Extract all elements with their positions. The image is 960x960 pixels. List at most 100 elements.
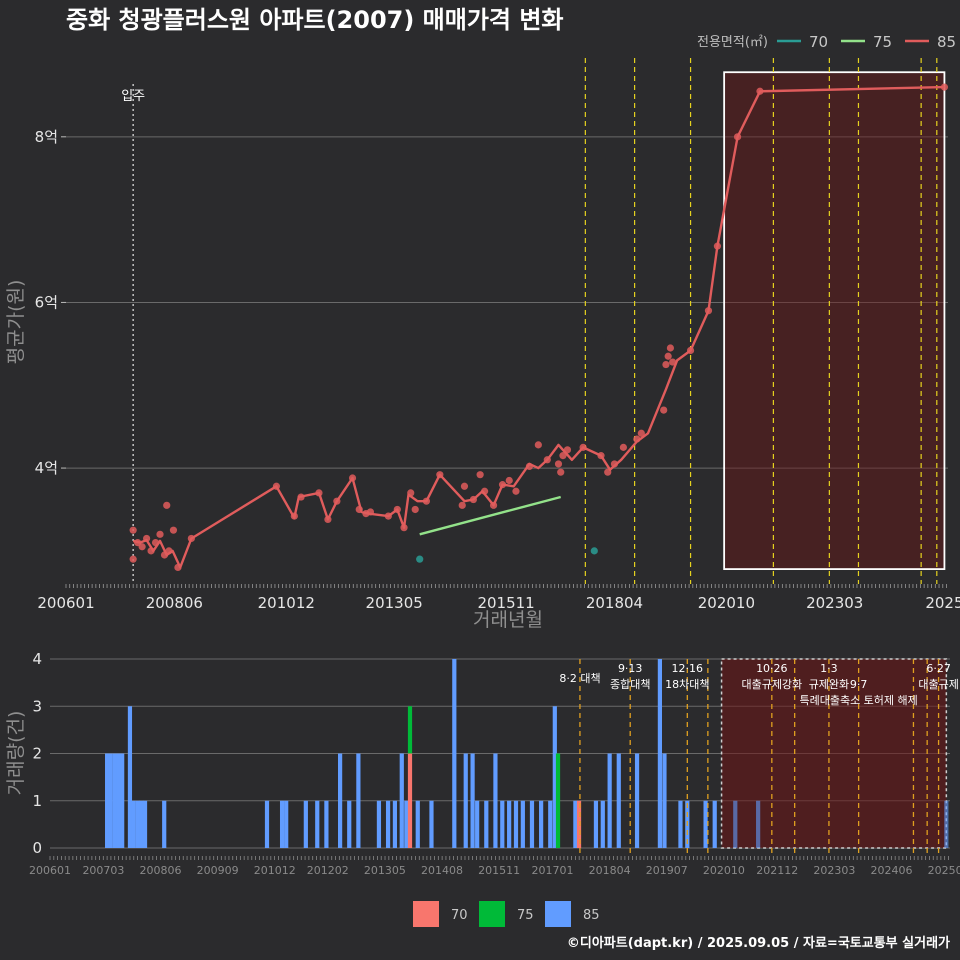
legend-label-85: 85	[937, 33, 956, 51]
series-point-85	[151, 538, 160, 547]
series-point-85	[324, 515, 332, 524]
series-point-85	[460, 482, 469, 490]
volume-bar-85	[415, 800, 420, 848]
price-x-tick-label: 200806	[146, 594, 203, 612]
series-point-85	[660, 406, 668, 414]
volume-bar-85	[392, 800, 398, 848]
volume-bar-85	[475, 800, 480, 848]
series-line-75	[419, 495, 562, 536]
volume-bar-85	[470, 753, 475, 848]
series-point-70	[416, 555, 424, 563]
volume-bar-85	[500, 800, 505, 848]
legend-top: 70 75 85	[777, 33, 956, 51]
series-point-85	[476, 471, 484, 479]
series-point-85	[619, 443, 628, 451]
series-point-85	[481, 487, 489, 495]
series-point-85	[633, 435, 641, 443]
volume-bar-85	[712, 800, 717, 848]
policy-annotation: 6·27	[926, 662, 951, 675]
volume-bar-85	[756, 800, 761, 848]
series-point-85	[422, 497, 431, 505]
series-point-85	[733, 133, 742, 141]
series-point-85	[579, 443, 587, 451]
series-point-85	[142, 534, 151, 543]
volume-bar-70	[576, 800, 582, 848]
series-point-85	[534, 441, 542, 449]
volume-bar-85	[593, 800, 599, 848]
volume-x-tick-label: 201701	[532, 864, 574, 877]
volume-bar-85	[493, 753, 498, 848]
price-chart: 4억 6억 8억 입주 200601 200806 201012 201305 201511 20…	[35, 58, 960, 612]
legend-bottom: 70 75 85	[413, 901, 600, 927]
volume-bar-85	[657, 659, 662, 848]
legend-bottom-label-85: 85	[583, 908, 600, 923]
series-point-85	[407, 489, 415, 497]
series-point-85	[604, 468, 612, 476]
series-point-85	[348, 474, 357, 482]
volume-x-tick-label: 202112	[756, 864, 798, 877]
series-point-85	[664, 352, 672, 360]
volume-x-tick-label: 202406	[871, 864, 913, 877]
series-point-85	[597, 452, 605, 460]
volume-bar-85	[127, 706, 133, 848]
volume-bar-85	[429, 800, 434, 848]
volume-bar-85	[507, 800, 512, 848]
series-point-85	[559, 452, 567, 460]
series-point-85	[333, 497, 341, 505]
series-point-85	[290, 512, 298, 520]
volume-x-tick-label: 201305	[364, 864, 406, 877]
volume-bar-85	[484, 800, 489, 848]
series-point-85	[436, 471, 444, 479]
series-point-85	[163, 501, 171, 509]
series-point-85	[704, 307, 713, 315]
volume-bar-85	[404, 800, 409, 848]
volume-bar-85	[120, 753, 125, 848]
price-x-tick-label: 2025	[925, 594, 960, 612]
volume-bar-85	[105, 753, 110, 848]
series-point-85	[355, 505, 363, 514]
series-point-85	[525, 462, 533, 471]
volume-y-tick-label: 1	[32, 792, 42, 810]
price-y-axis-title: 평균가(원)	[5, 280, 27, 365]
series-point-85	[393, 505, 401, 514]
volume-bar-70	[407, 753, 413, 848]
volume-bar-85	[338, 753, 343, 848]
volume-y-tick-label: 3	[32, 697, 42, 715]
price-highlight-box	[723, 71, 946, 570]
volume-bar-85	[539, 800, 544, 848]
series-point-85	[669, 358, 677, 366]
volume-x-tick-label: 201804	[589, 864, 631, 877]
series-point-85	[610, 460, 619, 468]
volume-bar-85	[135, 800, 140, 848]
policy-annotation: 대출규제강화	[741, 678, 802, 691]
series-line-85	[132, 85, 945, 569]
policy-annotation: 종합대책	[610, 678, 650, 691]
volume-x-tick-label: 201511	[478, 864, 520, 877]
volume-bar-85	[139, 800, 144, 848]
legend-bottom-swatch-75	[479, 901, 505, 927]
legend-bottom-label-70: 70	[451, 908, 468, 923]
volume-bar-85	[303, 800, 308, 848]
price-x-tick-label: 201305	[366, 594, 423, 612]
series-point-85	[297, 493, 305, 501]
volume-x-tick-label: 202509	[928, 864, 960, 877]
volume-bar-75	[555, 753, 561, 848]
policy-annotation: 18차대책	[665, 678, 709, 691]
volume-bar-85	[162, 800, 167, 848]
volume-x-tick-label: 200909	[197, 864, 239, 877]
series-point-85	[458, 501, 466, 509]
series-point-85	[662, 360, 670, 369]
volume-bar-85	[131, 800, 136, 848]
policy-annotation: 특례대출축소 토허제 해제	[799, 693, 917, 707]
price-x-tick-label: 201012	[258, 594, 315, 612]
price-y-tick-label: 4억	[35, 459, 58, 477]
volume-bar-85	[284, 800, 289, 848]
price-x-tick-label: 202010	[698, 594, 755, 612]
volume-bar-85	[600, 800, 605, 848]
series-point-85	[315, 489, 323, 497]
price-x-tick-label: 202303	[806, 594, 863, 612]
policy-annotation: 1·3	[820, 662, 838, 675]
policy-annotation: 9·7	[850, 678, 868, 691]
volume-chart: 0 1 2 3 4 8·2 대책 9·13 종합대책 12·16 18차대책 10·26 대출규제강화…	[29, 650, 960, 877]
